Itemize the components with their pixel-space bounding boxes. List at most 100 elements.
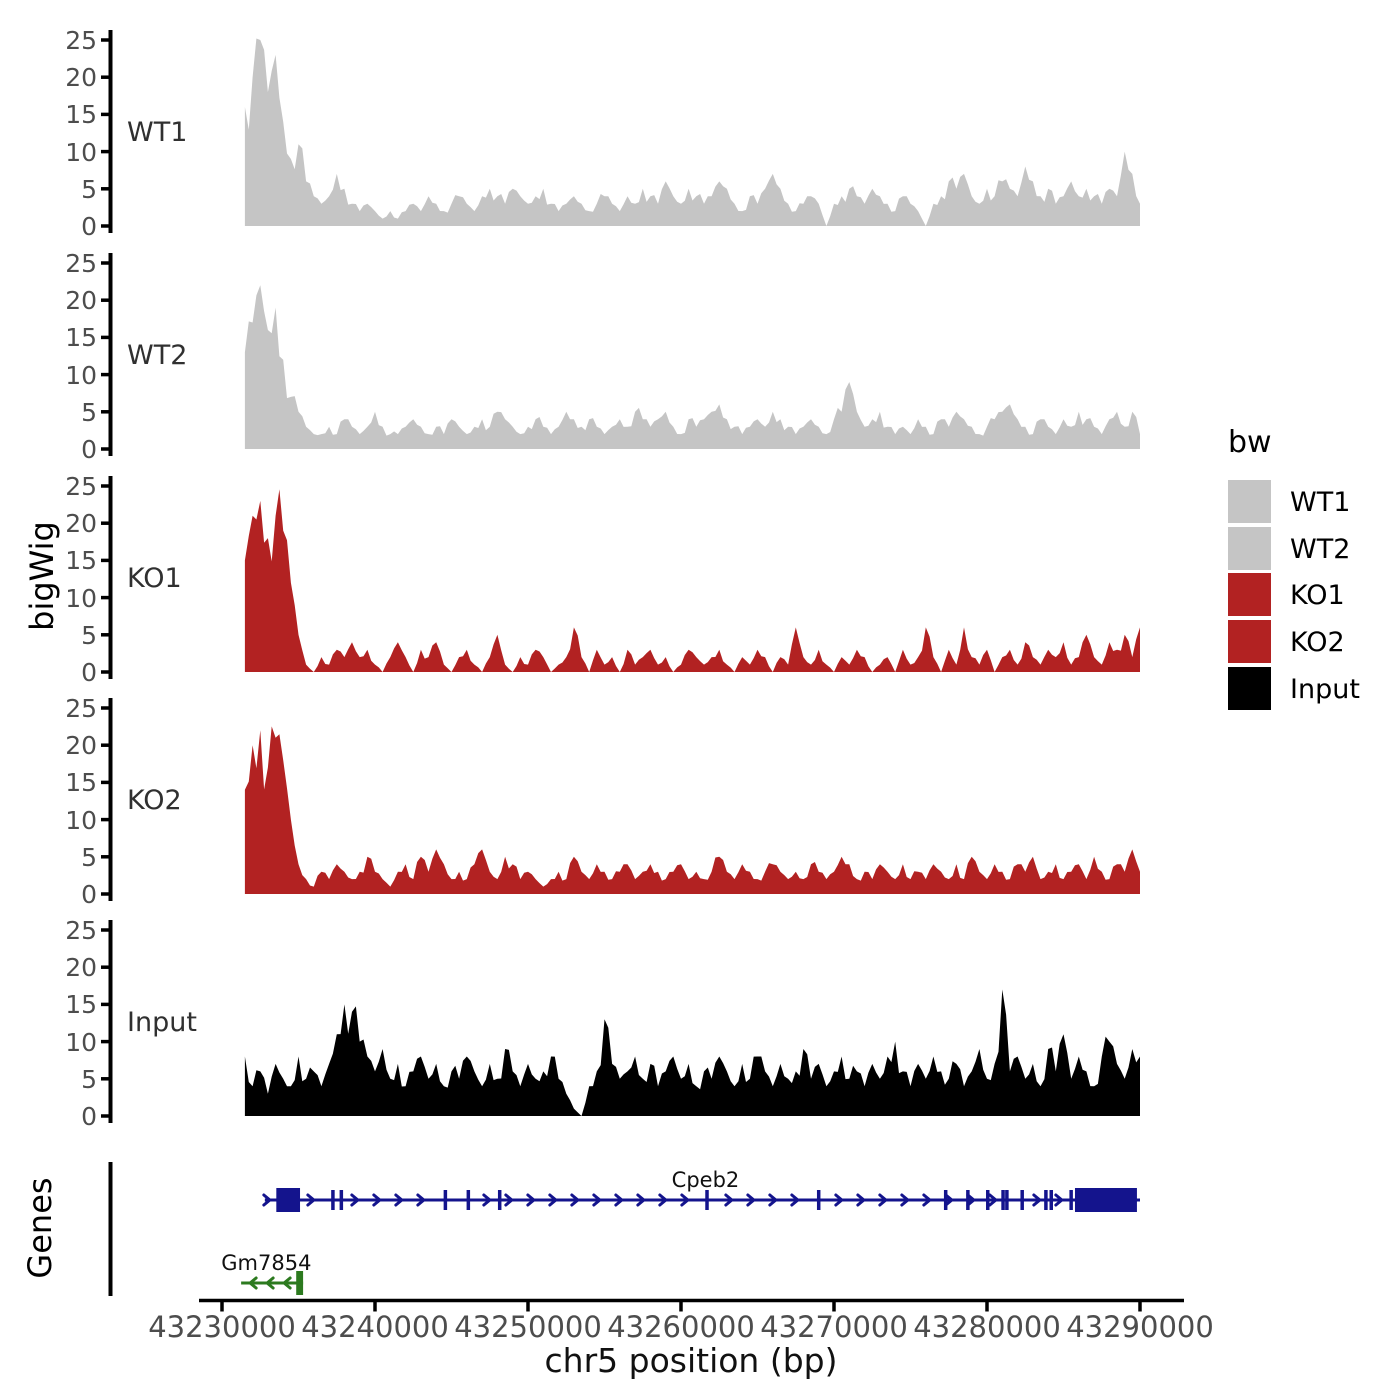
y-tick-label: 25 xyxy=(65,694,97,723)
strand-chevron xyxy=(306,1193,317,1207)
strand-chevron xyxy=(922,1193,933,1207)
coverage-area-wt2 xyxy=(244,285,1140,449)
track-ko1 xyxy=(101,476,1140,679)
gene-model-cpeb2 xyxy=(262,1188,1140,1212)
strand-chevron xyxy=(614,1193,625,1207)
y-tick-label: 10 xyxy=(65,360,97,390)
coverage-area-ko2 xyxy=(244,726,1140,894)
y-axis-title: bigWig xyxy=(23,521,61,631)
legend-label-input: Input xyxy=(1290,673,1360,705)
x-tick-label: 43290000 xyxy=(1066,1310,1214,1344)
genes-panel-title: Genes xyxy=(21,1177,59,1279)
strand-chevron xyxy=(658,1193,669,1207)
strand-chevron xyxy=(504,1193,515,1207)
legend-label-wt2: WT2 xyxy=(1290,533,1351,565)
track-label-wt1: WT1 xyxy=(127,117,188,148)
coverage-area-wt1 xyxy=(244,38,1140,226)
strand-chevron xyxy=(900,1193,911,1207)
coverage-area-ko1 xyxy=(244,489,1140,672)
y-tick-label: 0 xyxy=(81,435,97,464)
y-tick-label: 25 xyxy=(65,472,97,501)
x-axis-title: chr5 position (bp) xyxy=(544,1341,838,1380)
track-ko2 xyxy=(101,698,1140,901)
y-tick-label: 20 xyxy=(65,63,97,93)
y-tick-label: 10 xyxy=(65,137,97,167)
y-tick-label: 20 xyxy=(65,953,97,983)
x-tick-label: 43240000 xyxy=(301,1310,449,1344)
y-tick-label: 15 xyxy=(65,768,97,798)
strand-chevron xyxy=(372,1193,383,1207)
legend-label-wt1: WT1 xyxy=(1290,487,1351,518)
y-tick-label: 5 xyxy=(81,174,97,204)
y-tick-label: 15 xyxy=(65,100,97,130)
y-tick-label: 20 xyxy=(65,286,97,316)
strand-chevron xyxy=(1054,1193,1065,1207)
y-tick-label: 25 xyxy=(65,916,97,945)
y-tick-label: 0 xyxy=(81,212,97,241)
gene-model-gm7854 xyxy=(241,1271,304,1295)
legend-swatch-wt2 xyxy=(1228,526,1271,570)
track-label-ko1: KO1 xyxy=(127,563,182,594)
y-tick-label: 5 xyxy=(81,842,97,872)
x-tick-label: 43230000 xyxy=(148,1310,296,1344)
strand-chevron xyxy=(592,1193,603,1207)
strand-chevron xyxy=(281,1276,292,1290)
gene-label-gm7854: Gm7854 xyxy=(221,1251,312,1275)
exon-box xyxy=(1074,1188,1137,1212)
y-tick-label: 10 xyxy=(65,805,97,835)
track-label-input: Input xyxy=(127,1007,197,1038)
y-tick-label: 15 xyxy=(65,546,97,576)
track-wt2 xyxy=(101,253,1140,456)
strand-chevron xyxy=(350,1193,361,1207)
y-tick-label: 25 xyxy=(65,26,97,55)
legend-label-ko1: KO1 xyxy=(1290,580,1345,612)
strand-chevron xyxy=(482,1193,493,1207)
strand-chevron xyxy=(264,1276,275,1290)
legend-label-ko2: KO2 xyxy=(1290,627,1345,659)
strand-chevron xyxy=(526,1193,537,1207)
legend-title: bw xyxy=(1228,425,1272,460)
strand-chevron xyxy=(548,1193,559,1207)
strand-chevron xyxy=(878,1193,889,1207)
x-tick-label: 43270000 xyxy=(760,1310,908,1344)
coverage-area-input xyxy=(244,989,1140,1116)
legend-swatch-ko1 xyxy=(1228,573,1271,617)
strand-chevron xyxy=(636,1193,647,1207)
y-tick-label: 25 xyxy=(65,249,97,278)
y-tick-label: 20 xyxy=(65,731,97,761)
y-tick-label: 0 xyxy=(81,1102,97,1131)
strand-chevron xyxy=(416,1193,427,1207)
legend-swatch-input xyxy=(1228,666,1271,710)
y-tick-label: 10 xyxy=(65,583,97,613)
strand-chevron xyxy=(262,1193,273,1207)
x-tick-label: 43260000 xyxy=(607,1310,755,1344)
y-tick-label: 0 xyxy=(81,658,97,687)
legend-swatch-ko2 xyxy=(1228,620,1271,664)
track-wt1 xyxy=(101,30,1140,233)
strand-chevron xyxy=(247,1276,258,1290)
y-tick-label: 10 xyxy=(65,1027,97,1057)
strand-chevron xyxy=(856,1193,867,1207)
legend-swatch-wt1 xyxy=(1228,480,1271,523)
track-label-ko2: KO2 xyxy=(127,785,182,816)
strand-chevron xyxy=(790,1193,801,1207)
y-tick-label: 20 xyxy=(65,509,97,539)
strand-chevron xyxy=(1032,1193,1043,1207)
strand-chevron xyxy=(988,1193,999,1207)
y-tick-label: 5 xyxy=(81,620,97,650)
strand-chevron xyxy=(570,1193,581,1207)
y-tick-label: 5 xyxy=(81,1064,97,1094)
strand-chevron xyxy=(394,1193,405,1207)
y-tick-label: 0 xyxy=(81,880,97,909)
y-tick-label: 15 xyxy=(65,990,97,1020)
x-tick-label: 43250000 xyxy=(454,1310,602,1344)
track-input xyxy=(101,920,1140,1123)
strand-chevron xyxy=(768,1193,779,1207)
strand-chevron xyxy=(834,1193,845,1207)
y-tick-label: 15 xyxy=(65,323,97,353)
exon-box xyxy=(296,1271,304,1295)
strand-chevron xyxy=(966,1193,977,1207)
y-tick-label: 5 xyxy=(81,397,97,427)
strand-chevron xyxy=(746,1193,757,1207)
